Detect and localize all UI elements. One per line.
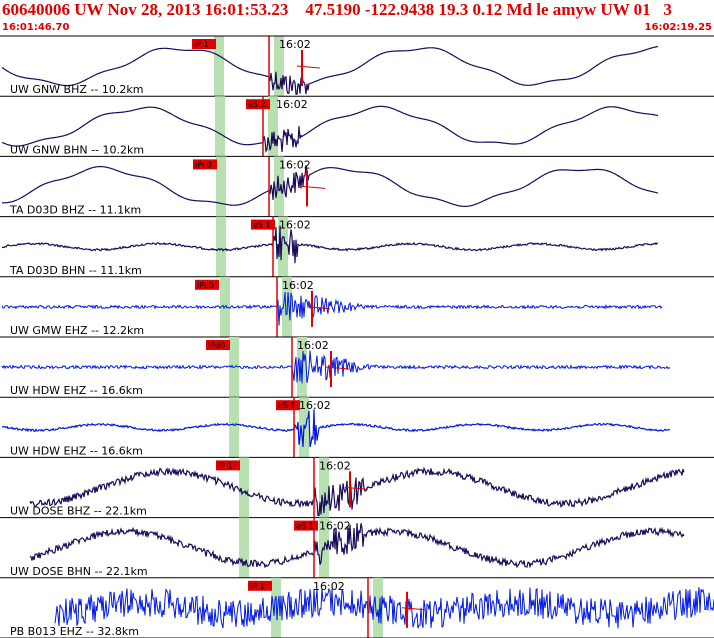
trace-panel[interactable]: iP 1 16:02 PB B013 EHZ -- 32.8km: [0, 577, 714, 638]
time-window-band: [216, 216, 226, 277]
trace-panel[interactable]: eS 2 16:02 UW GNW BHN -- 10.2km: [0, 96, 714, 157]
station-label: UW DOSE BHN -- 22.1km: [10, 565, 148, 578]
minute-tick-label: 16:02: [319, 459, 351, 472]
pick-label: iP 1: [218, 461, 233, 470]
trace-panel[interactable]: iP 1 16:02 UW DOSE BHZ -- 22.1km: [0, 457, 714, 519]
minute-tick-label: 16:02: [279, 158, 311, 171]
event-header-title: 60640006 UW Nov 28, 2013 16:01:53.23 47.…: [2, 0, 672, 19]
time-window-band: [216, 156, 226, 217]
time-window-band: [278, 216, 288, 277]
trace-panel[interactable]: iPc0 16:02 UW GMW EHZ -- 12.2km: [0, 276, 714, 338]
waveform-trace: [29, 523, 685, 569]
pick-label-box[interactable]: [251, 219, 275, 230]
coda-marker-tick: [401, 607, 426, 611]
pick-label: eS 1: [253, 221, 271, 230]
time-window-band: [274, 36, 284, 97]
coda-marker-tick: [301, 185, 326, 189]
trace-panel[interactable]: iP 1 16:02 UW GNW BHZ -- 10.2km: [0, 36, 714, 97]
minute-tick-label: 16:02: [297, 339, 329, 352]
time-window-band: [297, 337, 307, 398]
minute-tick-label: 16:02: [279, 219, 311, 232]
time-window-band: [215, 96, 225, 157]
pick-label: iP 1: [194, 40, 209, 49]
start-time-label: 16:01:46.70: [2, 22, 70, 33]
station-label: TA D03D BHZ -- 11.1km: [9, 204, 141, 217]
time-window-band: [214, 36, 224, 97]
pick-label-box[interactable]: [206, 340, 230, 350]
station-label: PB B013 EHZ -- 32.8km: [10, 625, 139, 638]
trace-panel[interactable]: eS 1 16:02 UW HDW EHZ -- 16.6km: [0, 397, 714, 458]
station-label: UW HDW EHZ -- 16.6km: [10, 444, 143, 457]
pick-label-box[interactable]: [248, 580, 272, 591]
time-window-band: [373, 577, 383, 638]
minute-tick-label: 16:02: [319, 520, 351, 533]
pick-label-box[interactable]: [192, 39, 216, 49]
time-window-band: [319, 457, 329, 518]
minute-tick-label: 16:02: [299, 399, 331, 412]
waveform-trace: [2, 165, 659, 207]
minute-tick-label: 16:02: [276, 98, 308, 111]
station-label: UW GNW BHZ -- 10.2km: [10, 83, 143, 96]
minute-tick-label: 16:02: [282, 279, 314, 292]
coda-marker-tick: [344, 486, 369, 490]
pick-label-box[interactable]: [246, 99, 270, 110]
station-label: UW HDW EHZ -- 16.6km: [10, 384, 143, 397]
waveform-trace: [1, 105, 659, 153]
coda-marker-tick: [296, 65, 321, 69]
station-label: UW GMW EHZ -- 12.2km: [10, 324, 144, 337]
pick-label-box[interactable]: [294, 520, 318, 531]
waveform-trace: [1, 350, 671, 384]
time-window-band: [239, 457, 249, 518]
time-window-band: [239, 517, 249, 578]
station-label: TA D03D BHN -- 11.1km: [9, 264, 142, 277]
coda-marker-tick: [306, 306, 331, 310]
waveform-trace: [54, 587, 714, 629]
pick-label-box[interactable]: [216, 460, 240, 471]
coda-marker-tick: [325, 366, 350, 370]
station-label: UW DOSE BHZ -- 22.1km: [10, 505, 147, 518]
pick-label-box[interactable]: [276, 400, 300, 411]
minute-tick-label: 16:02: [313, 580, 345, 593]
trace-panel[interactable]: iPc0 16:02 TA D03D BHZ -- 11.1km: [0, 156, 714, 218]
end-time-label: 16:02:19.25: [644, 22, 712, 33]
pick-label-box[interactable]: [195, 279, 219, 290]
waveform-trace: [1, 292, 663, 326]
pick-label-box[interactable]: [193, 159, 217, 170]
pick-label: iP 1: [250, 582, 265, 591]
pick-label: iPd0: [208, 341, 225, 350]
waveform-trace: [1, 46, 659, 95]
time-window-band: [268, 96, 278, 157]
pick-label: eS 1: [278, 401, 296, 410]
trace-panel[interactable]: eS 1 16:02 TA D03D BHN -- 11.1km: [0, 216, 714, 278]
pick-label: iPc0: [195, 160, 212, 169]
trace-panel[interactable]: iPd0 16:02 UW HDW EHZ -- 16.6km: [0, 337, 714, 398]
pick-label: iPc0: [197, 281, 214, 290]
minute-tick-label: 16:02: [279, 38, 311, 51]
pick-label: eS 1: [296, 522, 314, 531]
time-window-band: [229, 397, 239, 458]
pick-label: eS 2: [248, 100, 266, 109]
station-label: UW GNW BHN -- 10.2km: [10, 143, 144, 156]
trace-panel[interactable]: eS 1 16:02 UW DOSE BHN -- 22.1km: [0, 517, 714, 579]
waveform-trace: [1, 409, 671, 448]
waveform-trace: [29, 466, 685, 517]
waveform-trace: [1, 225, 659, 264]
